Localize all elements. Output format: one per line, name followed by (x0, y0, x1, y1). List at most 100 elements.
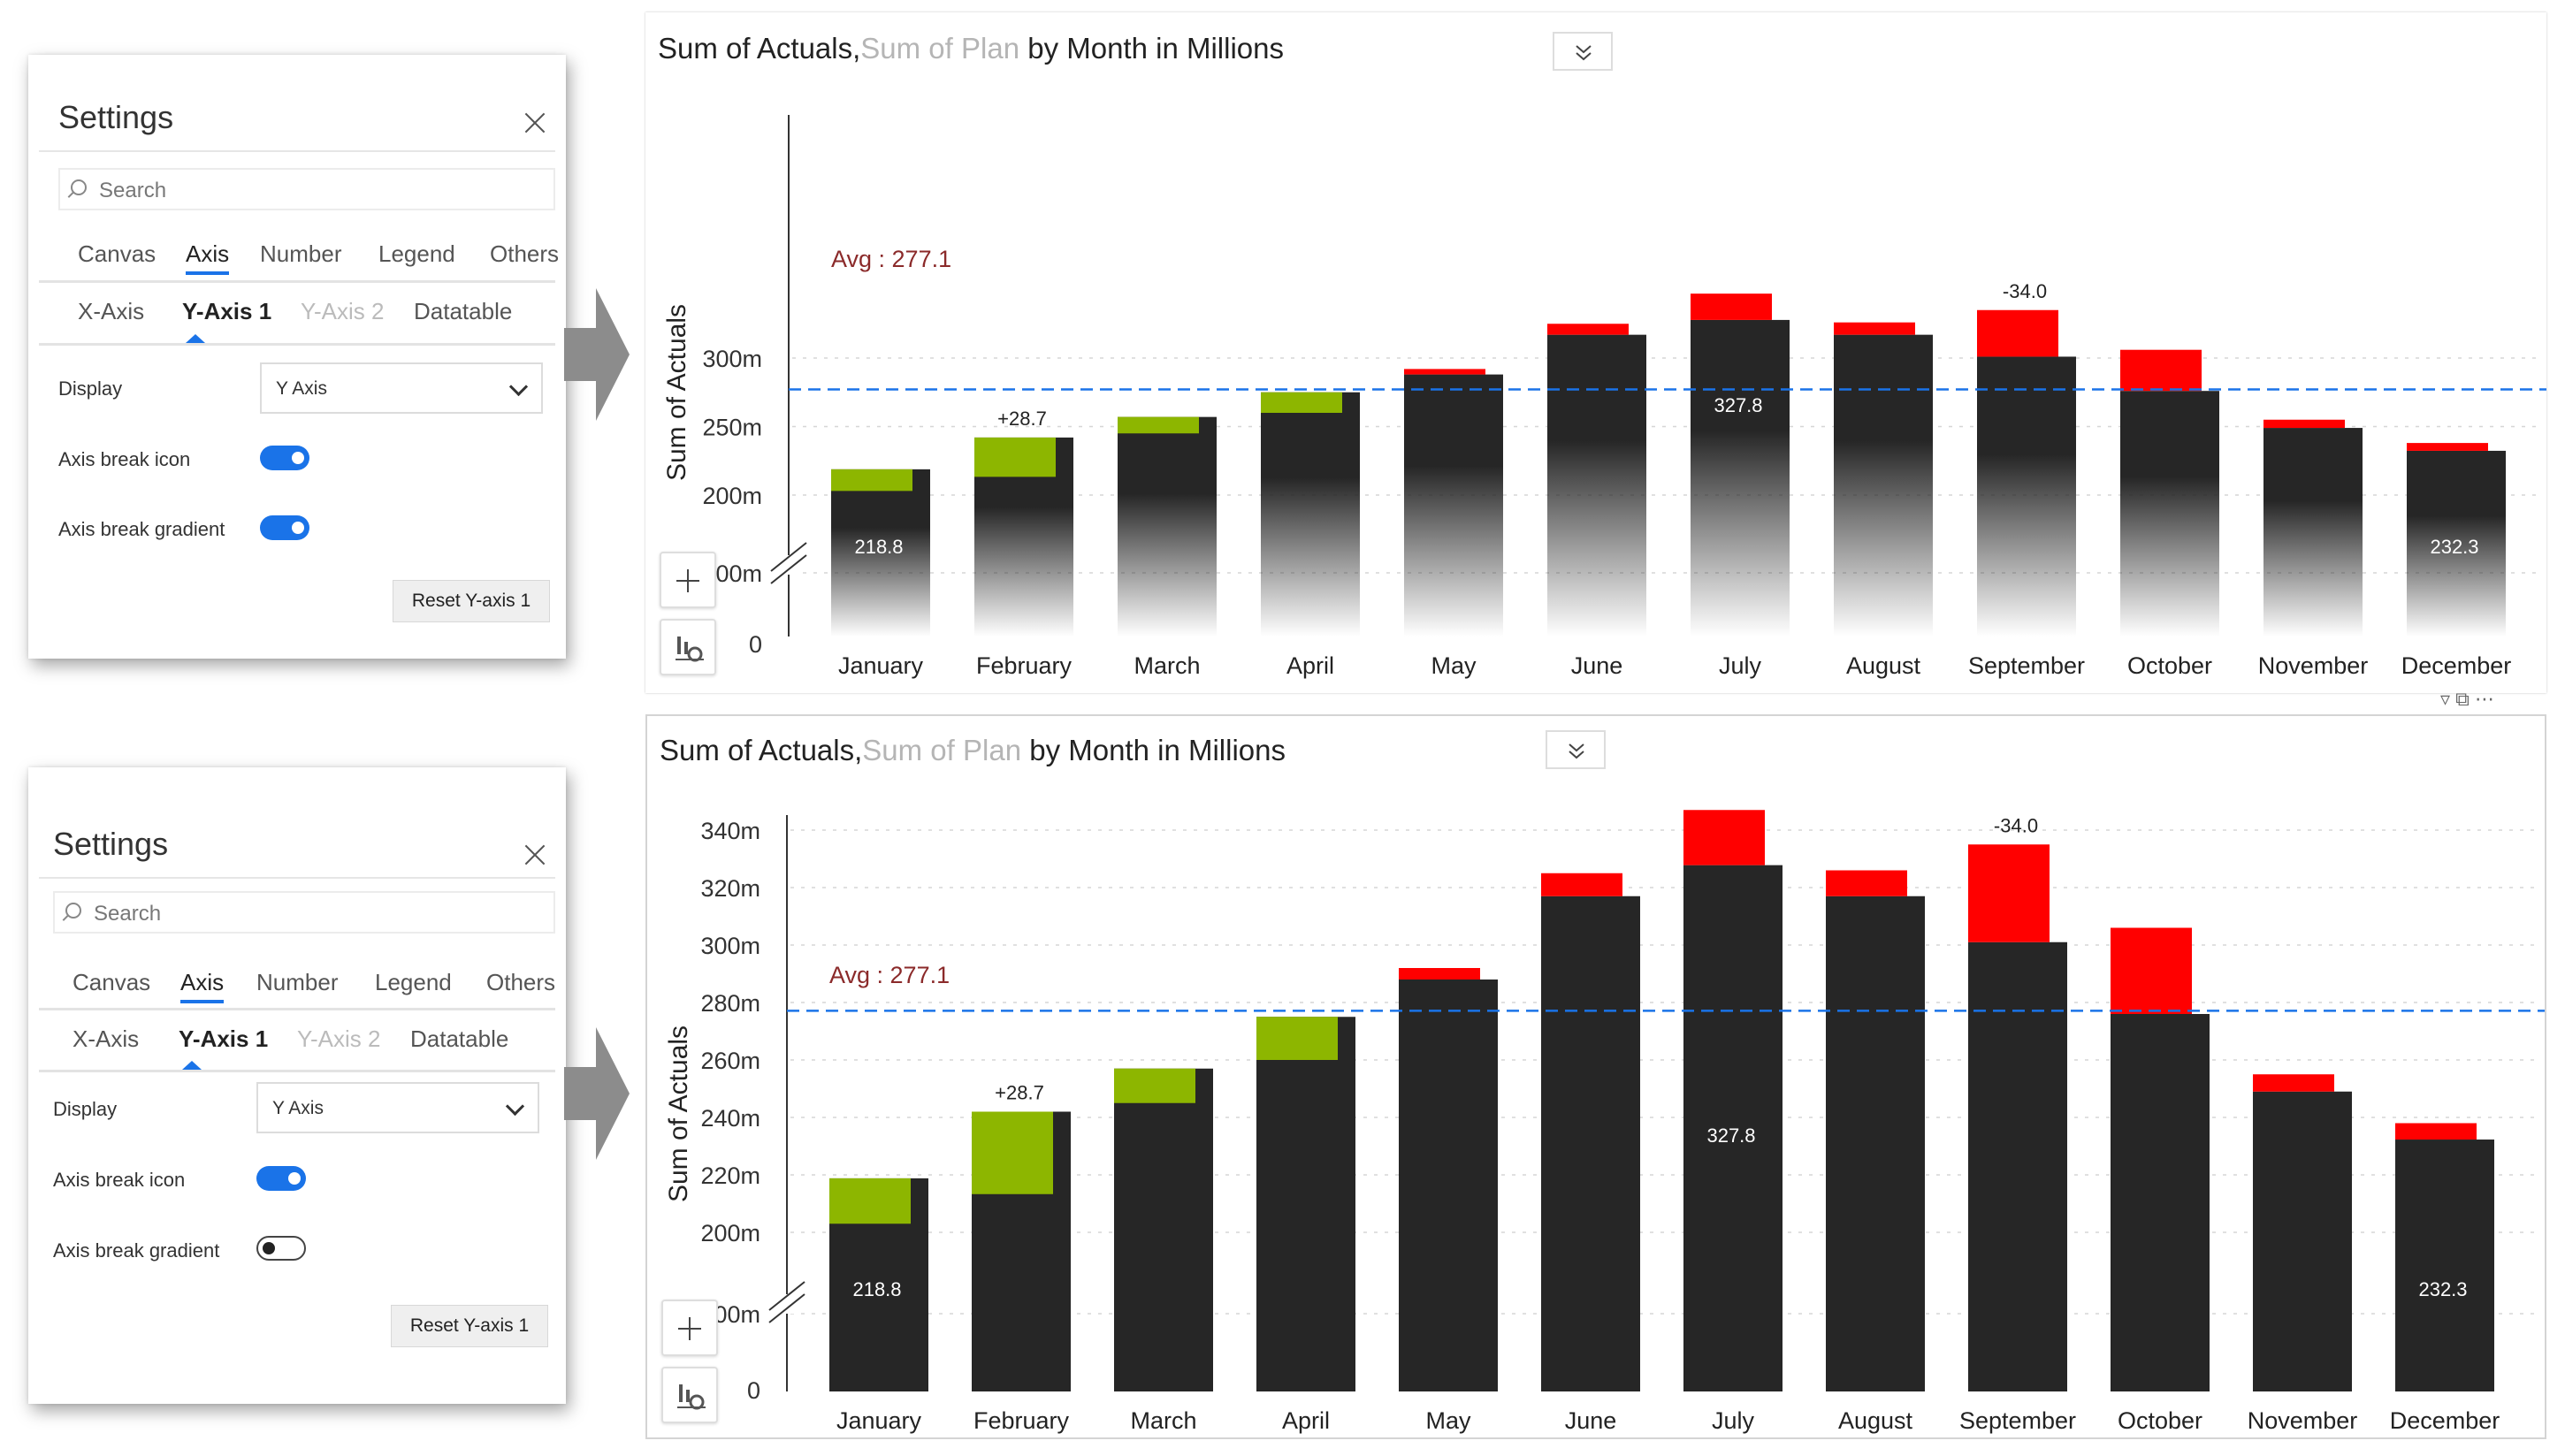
actual-bar[interactable] (2395, 1140, 2494, 1391)
zoom-in-button[interactable] (660, 552, 716, 608)
subtab-y-axis-1[interactable]: Y-Axis 1 (182, 298, 272, 324)
negative-variance-bar[interactable] (2407, 443, 2488, 451)
tab-axis[interactable]: Axis (180, 969, 225, 1003)
actual-bar[interactable] (1683, 865, 1783, 1391)
tab-others[interactable]: Others (490, 240, 560, 267)
tab-axis[interactable]: Axis (186, 240, 230, 275)
subtab-y-axis-1[interactable]: Y-Axis 1 (179, 1025, 269, 1052)
reset-y-axis-button[interactable]: Reset Y-axis 1 (391, 1305, 548, 1347)
actual-bar[interactable] (2253, 1091, 2352, 1391)
negative-variance-bar[interactable] (1683, 810, 1765, 865)
tab-legend[interactable]: Legend (378, 240, 455, 267)
positive-variance-bar[interactable] (1114, 1068, 1195, 1103)
visual-header-icons[interactable]: ▿ ⧉ ⋯ (2440, 688, 2494, 711)
actual-bar[interactable] (2120, 391, 2219, 637)
actual-bar[interactable] (2263, 428, 2363, 637)
divider (39, 343, 555, 346)
negative-variance-bar[interactable] (2395, 1123, 2477, 1140)
display-select[interactable]: Y Axis (256, 1082, 539, 1133)
x-tick-label: July (1719, 652, 1762, 679)
filter-icon[interactable]: ▿ (2440, 688, 2451, 710)
subtab-datatable[interactable]: Datatable (410, 1025, 509, 1052)
collapse-button[interactable] (1553, 32, 1613, 71)
main-tabs: Canvas Axis Number Legend Others (48, 240, 559, 279)
tab-others[interactable]: Others (486, 969, 556, 995)
actual-bar[interactable] (1261, 392, 1360, 637)
actual-bar[interactable] (1404, 374, 1503, 637)
positive-variance-bar[interactable] (831, 469, 912, 492)
analytics-button[interactable] (661, 1367, 718, 1423)
search-icon (65, 903, 81, 919)
positive-variance-bar[interactable] (1256, 1017, 1338, 1060)
actual-bar[interactable] (1691, 319, 1790, 637)
more-options-icon[interactable]: ⋯ (2475, 688, 2495, 710)
tab-number[interactable]: Number (256, 969, 339, 995)
focus-mode-icon[interactable]: ⧉ (2455, 688, 2470, 710)
search-input[interactable]: Search (53, 891, 555, 934)
actual-bar[interactable] (1114, 1068, 1213, 1391)
positive-variance-bar[interactable] (1261, 392, 1342, 413)
positive-variance-bar[interactable] (972, 1111, 1053, 1194)
actual-bar[interactable] (1968, 941, 2067, 1391)
tab-canvas[interactable]: Canvas (78, 240, 156, 267)
actual-bar[interactable] (1118, 416, 1217, 637)
zoom-in-button[interactable] (661, 1300, 718, 1356)
positive-variance-bar[interactable] (974, 437, 1056, 477)
negative-variance-bar[interactable] (2253, 1074, 2334, 1092)
y-tick-label: 340m (700, 818, 760, 844)
subtab-datatable[interactable]: Datatable (414, 298, 513, 324)
analytics-button[interactable] (660, 619, 716, 675)
negative-variance-bar[interactable] (1977, 309, 2058, 357)
y-tick-label: 0 (749, 631, 762, 658)
y-tick-label: 320m (700, 875, 760, 902)
negative-variance-bar[interactable] (2120, 349, 2202, 392)
actual-bar[interactable] (1547, 334, 1646, 637)
positive-variance-bar[interactable] (1118, 416, 1199, 434)
display-select[interactable]: Y Axis (260, 362, 543, 414)
negative-variance-bar[interactable] (1404, 369, 1485, 375)
data-label: +28.7 (997, 408, 1047, 430)
main-tabs: Canvas Axis Number Legend Others (48, 969, 555, 1008)
axis-break-gradient-toggle[interactable] (260, 515, 309, 540)
actual-bar[interactable] (1977, 356, 2076, 637)
axis-break-icon-toggle[interactable] (256, 1166, 306, 1191)
tab-legend[interactable]: Legend (375, 969, 452, 995)
x-tick-label: November (2248, 1407, 2358, 1434)
negative-variance-bar[interactable] (1691, 293, 1772, 320)
tab-canvas[interactable]: Canvas (73, 969, 151, 995)
negative-variance-bar[interactable] (1968, 844, 2050, 942)
y-tick-label: 200m (700, 1220, 760, 1246)
settings-title: Settings (53, 826, 169, 862)
tab-number[interactable]: Number (260, 240, 342, 267)
divider (39, 877, 555, 879)
negative-variance-bar[interactable] (1399, 968, 1480, 980)
reset-y-axis-button[interactable]: Reset Y-axis 1 (393, 580, 550, 622)
subtab-x-axis[interactable]: X-Axis (78, 298, 145, 324)
collapse-button[interactable] (1546, 730, 1606, 769)
subtab-x-axis[interactable]: X-Axis (73, 1025, 140, 1052)
close-icon[interactable] (523, 843, 546, 866)
chart-visual-bottom[interactable]: Sum of Actuals,Sum of Plan by Month in M… (645, 714, 2546, 1439)
average-label: Avg : 277.1 (829, 962, 950, 988)
negative-variance-bar[interactable] (2263, 419, 2345, 429)
axis-break-gradient-toggle[interactable] (256, 1236, 306, 1261)
close-icon[interactable] (523, 111, 546, 134)
negative-variance-bar[interactable] (1834, 322, 1915, 335)
actual-bar[interactable] (2111, 1014, 2210, 1391)
negative-variance-bar[interactable] (1541, 873, 1622, 896)
axis-break-icon-toggle[interactable] (260, 446, 309, 470)
actual-bar[interactable] (1826, 896, 1925, 1391)
chart-visual-top[interactable]: Sum of Actuals,Sum of Plan by Month in M… (645, 12, 2546, 693)
positive-variance-bar[interactable] (829, 1178, 911, 1224)
actual-bar[interactable] (2407, 450, 2506, 637)
actual-bar[interactable] (831, 469, 930, 637)
search-input[interactable]: Search (58, 168, 555, 210)
negative-variance-bar[interactable] (1547, 324, 1629, 335)
actual-bar[interactable] (1834, 334, 1933, 637)
negative-variance-bar[interactable] (1826, 870, 1907, 896)
actual-bar[interactable] (1541, 896, 1640, 1391)
actual-bar[interactable] (1256, 1017, 1355, 1391)
x-tick-label: May (1431, 652, 1477, 679)
negative-variance-bar[interactable] (2111, 927, 2192, 1015)
actual-bar[interactable] (1399, 980, 1498, 1391)
